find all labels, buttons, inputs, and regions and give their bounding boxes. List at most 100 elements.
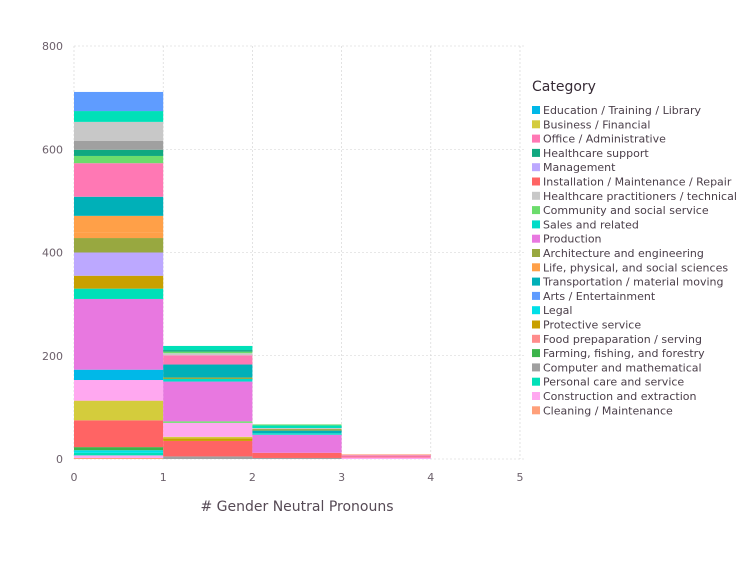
bar-segment-bin2-3: [252, 433, 342, 435]
bar-segment-bin0-2: [74, 452, 164, 456]
legend-label-7: Community and social service: [543, 204, 709, 217]
legend-label-15: Protective service: [543, 319, 641, 332]
bar-segment-bin1-9: [163, 364, 253, 378]
legend-swatch-7: [532, 206, 540, 215]
bar-segment-bin2-5: [252, 429, 342, 431]
bar-segment-bin0-7: [74, 380, 164, 401]
bar-segment-bin3-3: [341, 454, 431, 456]
legend-label-14: Legal: [543, 304, 572, 317]
y-tick-label-3: 600: [42, 143, 63, 156]
bar-segment-bin1-0: [163, 456, 253, 459]
legend-label-2: Office / Administrative: [543, 133, 666, 146]
bar-segment-bin1-6: [163, 381, 253, 422]
bar-segment-bin0-9: [74, 298, 164, 370]
bar-segment-bin0-16: [74, 196, 164, 216]
y-axis-ticks: 0 200 400 600 800: [42, 40, 63, 466]
bar-segment-bin1-8: [163, 377, 253, 379]
x-axis-title: # Gender Neutral Pronouns: [200, 499, 393, 515]
legend-label-12: Transportation / material moving: [542, 276, 724, 289]
legend-label-13: Arts / Entertainment: [543, 290, 656, 303]
bar-segment-bin3-0: [341, 457, 431, 459]
legend-swatch-8: [532, 220, 540, 229]
legend-label-8: Sales and related: [543, 218, 639, 231]
legend-label-0: Education / Training / Library: [543, 104, 702, 117]
legend-swatch-4: [532, 163, 540, 172]
bar-segment-bin1-14: [163, 345, 253, 351]
bar-segment-bin1-12: [163, 351, 253, 354]
bar-segment-bin1-10: [163, 355, 253, 365]
legend-swatch-12: [532, 277, 540, 286]
legend-swatch-11: [532, 263, 540, 272]
legend-swatch-17: [532, 349, 540, 358]
bar-segment-bin1-13: [163, 350, 253, 352]
bar-segment-bin2-6: [252, 428, 342, 430]
bar-segment-bin0-17: [74, 163, 164, 197]
legend-swatch-14: [532, 306, 540, 315]
legend-label-10: Architecture and engineering: [543, 247, 704, 260]
y-tick-label-2: 400: [42, 247, 63, 260]
legend-label-18: Computer and mathematical: [543, 361, 702, 374]
legend-swatch-6: [532, 191, 540, 200]
legend-label-17: Farming, fishing, and forestry: [543, 347, 705, 360]
legend-swatch-18: [532, 363, 540, 372]
x-tick-label-2: 2: [249, 471, 256, 484]
legend-swatch-1: [532, 120, 540, 129]
bar-segment-bin0-15: [74, 215, 164, 233]
bar-segment-bin1-2: [163, 438, 253, 441]
bar-segment-bin1-3: [163, 436, 253, 439]
bar-segment-bin2-8: [252, 424, 342, 426]
bar-segment-bin0-1: [74, 455, 164, 458]
x-tick-label-1: 1: [160, 471, 167, 484]
legend-swatch-2: [532, 134, 540, 143]
legend-swatch-15: [532, 320, 540, 329]
bar-segment-bin3-1: [341, 456, 431, 458]
legend-swatch-0: [532, 106, 540, 114]
legend-label-20: Construction and extraction: [543, 390, 697, 403]
bar-segment-bin1-1: [163, 440, 253, 457]
bar-segment-bin0-11: [74, 275, 164, 289]
bar-segment-bin0-22: [74, 111, 164, 122]
legend-label-1: Business / Financial: [543, 118, 650, 131]
legend-swatch-21: [532, 406, 540, 415]
x-tick-label-5: 5: [517, 471, 524, 484]
bar-segment-bin0-10: [74, 288, 164, 299]
bar-segment-bin0-23: [74, 91, 164, 112]
legend-label-19: Personal care and service: [543, 376, 684, 389]
bar-segment-bin0-19: [74, 149, 164, 156]
legend-swatch-10: [532, 249, 540, 257]
bar-segment-bin2-2: [252, 434, 342, 453]
legend-label-4: Management: [543, 161, 616, 174]
legend-swatch-19: [532, 377, 540, 386]
bars: [74, 91, 431, 459]
bar-segment-bin0-21: [74, 121, 164, 141]
legend-swatch-9: [532, 234, 540, 243]
bar-segment-bin1-11: [163, 353, 253, 356]
bar-segment-bin1-5: [163, 421, 253, 423]
y-tick-label-0: 0: [56, 453, 63, 466]
legend-label-21: Cleaning / Maintenance: [543, 404, 673, 417]
legend-swatch-20: [532, 392, 540, 400]
legend-label-11: Life, physical, and social sciences: [543, 261, 728, 274]
x-tick-label-4: 4: [427, 471, 434, 484]
legend-swatch-3: [532, 148, 540, 157]
legend-label-5: Installation / Maintenance / Repair: [543, 176, 732, 189]
legend-swatch-16: [532, 334, 540, 343]
bar-segment-bin2-7: [252, 425, 342, 429]
bar-segment-bin0-12: [74, 252, 164, 276]
y-tick-label-4: 800: [42, 40, 63, 53]
bar-segment-bin0-8: [74, 369, 164, 381]
bar-segment-bin2-0: [252, 457, 342, 459]
bar-segment-bin0-4: [74, 447, 164, 451]
bar-segment-bin2-1: [252, 452, 342, 458]
x-tick-label-3: 3: [338, 471, 345, 484]
legend-label-3: Healthcare support: [543, 147, 649, 160]
bar-segment-bin3-2: [341, 455, 431, 457]
bar-segment-bin1-7: [163, 378, 253, 382]
legend-label-9: Production: [543, 233, 602, 246]
bar-segment-bin0-0: [74, 457, 164, 459]
legend-swatch-5: [532, 177, 540, 186]
bar-segment-bin0-13: [74, 238, 164, 253]
legend-label-16: Food prepaparation / serving: [543, 333, 702, 346]
